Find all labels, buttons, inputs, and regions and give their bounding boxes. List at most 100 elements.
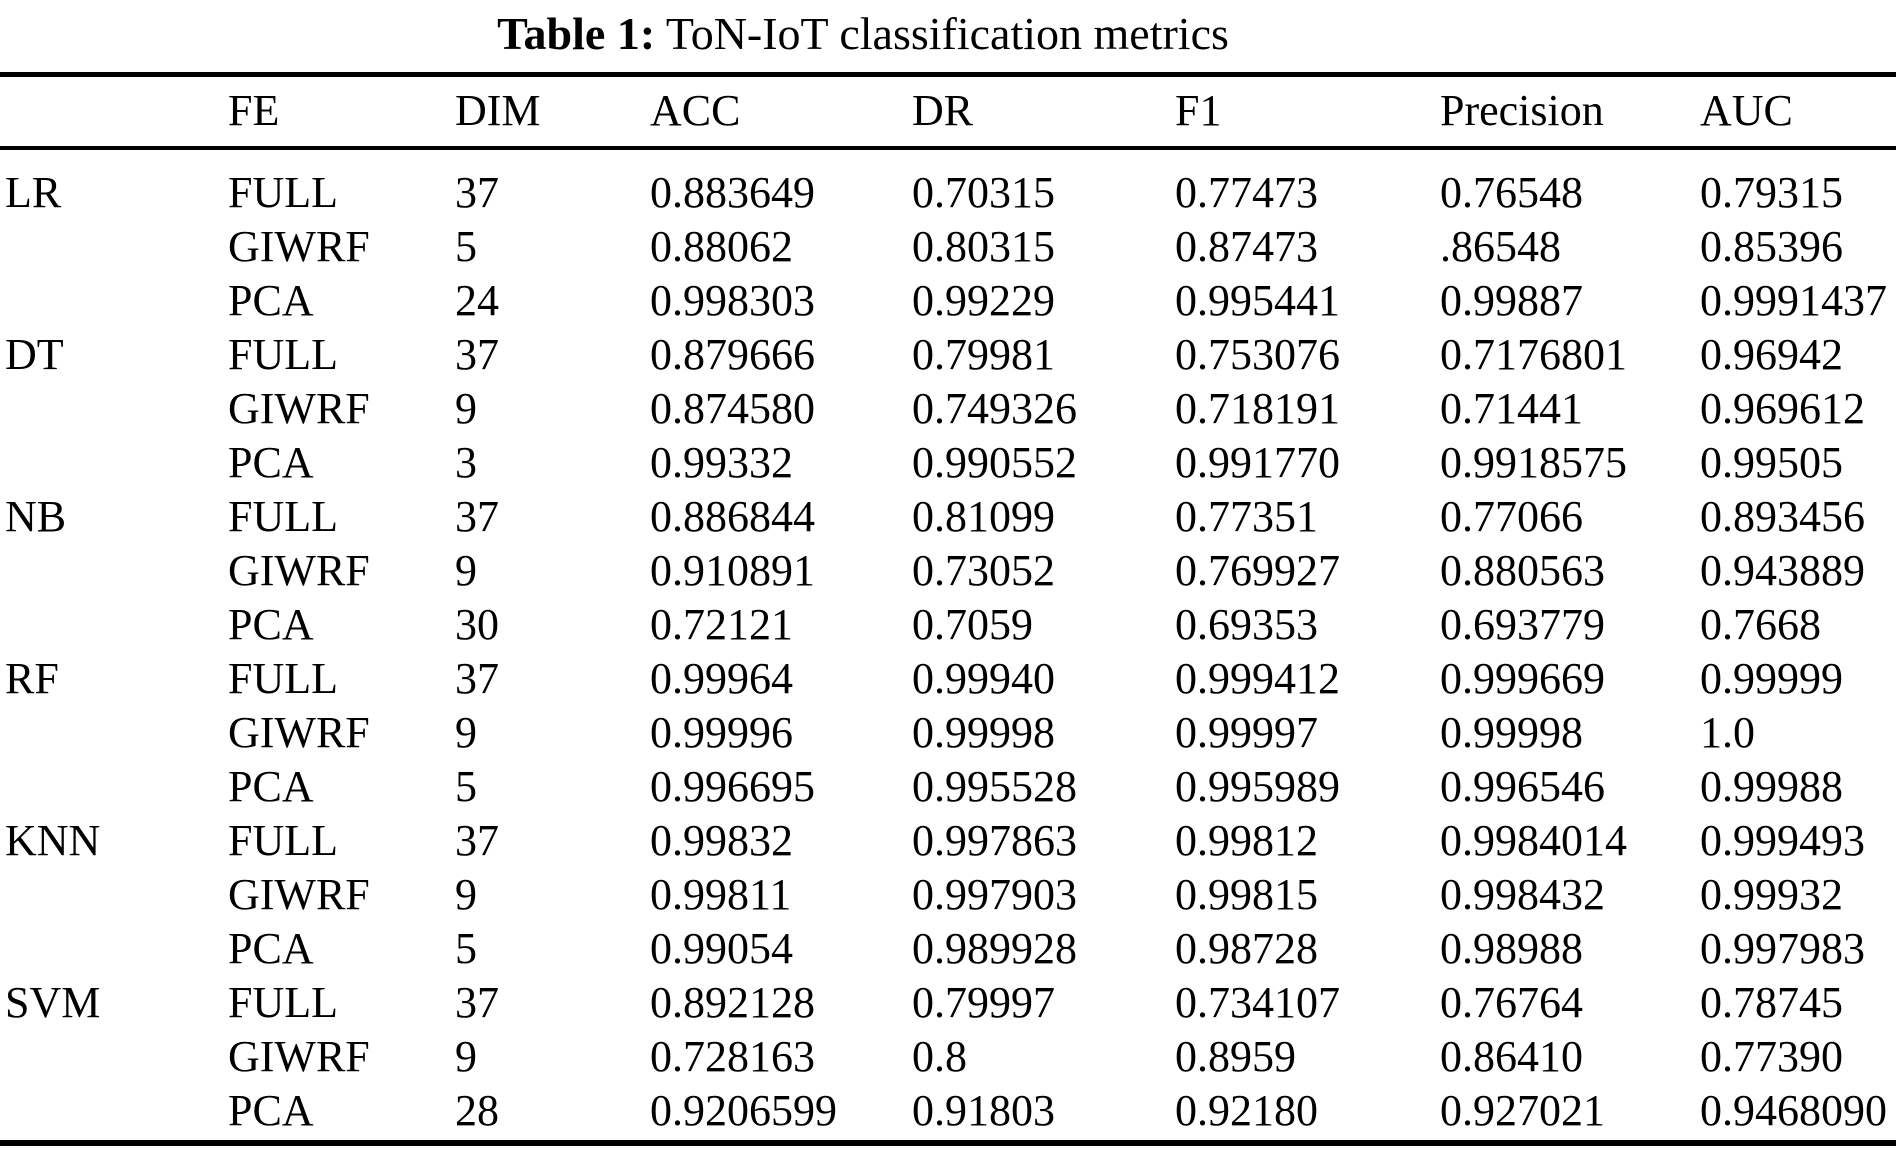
table-row: KNN FULL 37 0.99832 0.997863 0.99812 0.9984014… (0, 814, 1896, 868)
cell-auc: 0.78745 (1700, 978, 1843, 1027)
cell-dr: 0.995528 (912, 762, 1077, 811)
cell-dim: 5 (455, 222, 477, 271)
cell-auc: 0.99505 (1700, 438, 1843, 487)
cell-precision: 0.9918575 (1440, 438, 1627, 487)
cell-dim: 3 (455, 438, 477, 487)
cell-dim: 24 (455, 276, 499, 325)
cell-dr: 0.989928 (912, 924, 1077, 973)
table-row: PCA 3 0.99332 0.990552 0.991770 0.9918575 0.99… (0, 436, 1896, 490)
cell-precision: 0.99998 (1440, 708, 1583, 757)
cell-auc: 0.893456 (1700, 492, 1865, 541)
cell-dr: 0.79997 (912, 978, 1055, 1027)
cell-dr: 0.997903 (912, 870, 1077, 919)
table-caption: Table 1: ToN-IoT classification metrics (0, 8, 1726, 60)
cell-dr: 0.749326 (912, 384, 1077, 433)
row-group-label: SVM (5, 978, 101, 1027)
row-group-label: NB (5, 492, 67, 541)
cell-f1: 0.99815 (1175, 870, 1318, 919)
cell-fe: FULL (228, 492, 338, 541)
table-row: GIWRF 9 0.910891 0.73052 0.769927 0.880563 0.9… (0, 544, 1896, 598)
row-group-label: KNN (5, 816, 101, 865)
cell-f1: 0.718191 (1175, 384, 1340, 433)
cell-dim: 37 (455, 978, 499, 1027)
cell-fe: GIWRF (228, 546, 370, 595)
table-row: PCA 30 0.72121 0.7059 0.69353 0.693779 0.7668 (0, 598, 1896, 652)
cell-auc: 0.85396 (1700, 222, 1843, 271)
cell-f1: 0.995441 (1175, 276, 1340, 325)
cell-fe: PCA (228, 762, 314, 811)
row-group-label: RF (5, 654, 59, 703)
cell-fe: GIWRF (228, 384, 370, 433)
table-row: PCA 5 0.996695 0.995528 0.995989 0.996546 0.99… (0, 760, 1896, 814)
cell-f1: 0.995989 (1175, 762, 1340, 811)
cell-dim: 5 (455, 924, 477, 973)
cell-f1: 0.69353 (1175, 600, 1318, 649)
cell-fe: GIWRF (228, 870, 370, 919)
cell-acc: 0.99964 (650, 654, 793, 703)
cell-dr: 0.7059 (912, 600, 1033, 649)
table-caption-label: Table 1: (497, 8, 656, 59)
cell-f1: 0.991770 (1175, 438, 1340, 487)
table-row: GIWRF 9 0.99811 0.997903 0.99815 0.998432 0.99… (0, 868, 1896, 922)
cell-dr: 0.73052 (912, 546, 1055, 595)
row-group-label: DT (5, 330, 64, 379)
table-row: DT FULL 37 0.879666 0.79981 0.753076 0.7176801… (0, 328, 1896, 382)
cell-f1: 0.92180 (1175, 1086, 1318, 1135)
table-header-rule (0, 146, 1896, 150)
cell-precision: 0.996546 (1440, 762, 1605, 811)
cell-dim: 37 (455, 168, 499, 217)
cell-dr: 0.99998 (912, 708, 1055, 757)
cell-f1: 0.77351 (1175, 492, 1318, 541)
table-row: SVM FULL 37 0.892128 0.79997 0.734107 0.76764 0… (0, 976, 1896, 1030)
table-header-row: FE DIM ACC DR F1 Precision AUC (0, 76, 1896, 146)
cell-dr: 0.99940 (912, 654, 1055, 703)
cell-precision: 0.999669 (1440, 654, 1605, 703)
column-header-auc: AUC (1700, 86, 1793, 135)
cell-f1: 0.734107 (1175, 978, 1340, 1027)
cell-fe: GIWRF (228, 222, 370, 271)
cell-auc: 0.943889 (1700, 546, 1865, 595)
table-row: NB FULL 37 0.886844 0.81099 0.77351 0.77066 0.8… (0, 490, 1896, 544)
cell-f1: 0.769927 (1175, 546, 1340, 595)
cell-acc: 0.874580 (650, 384, 815, 433)
cell-dim: 9 (455, 708, 477, 757)
cell-dr: 0.997863 (912, 816, 1077, 865)
cell-dim: 37 (455, 816, 499, 865)
cell-precision: .86548 (1440, 222, 1561, 271)
cell-precision: 0.998432 (1440, 870, 1605, 919)
cell-acc: 0.728163 (650, 1032, 815, 1081)
cell-f1: 0.999412 (1175, 654, 1340, 703)
cell-dim: 9 (455, 1032, 477, 1081)
cell-f1: 0.99997 (1175, 708, 1318, 757)
cell-fe: PCA (228, 276, 314, 325)
cell-fe: FULL (228, 978, 338, 1027)
cell-f1: 0.87473 (1175, 222, 1318, 271)
column-header-f1: F1 (1175, 86, 1222, 135)
cell-auc: 0.7668 (1700, 600, 1821, 649)
cell-precision: 0.7176801 (1440, 330, 1627, 379)
cell-acc: 0.879666 (650, 330, 815, 379)
table-row: PCA 5 0.99054 0.989928 0.98728 0.98988 0.99798… (0, 922, 1896, 976)
cell-acc: 0.9206599 (650, 1086, 837, 1135)
cell-dr: 0.79981 (912, 330, 1055, 379)
cell-dim: 9 (455, 870, 477, 919)
cell-precision: 0.76764 (1440, 978, 1583, 1027)
cell-auc: 0.9468090 (1700, 1086, 1887, 1135)
cell-fe: GIWRF (228, 708, 370, 757)
column-header-precision: Precision (1440, 86, 1604, 135)
cell-dim: 9 (455, 546, 477, 595)
cell-dr: 0.81099 (912, 492, 1055, 541)
cell-dr: 0.70315 (912, 168, 1055, 217)
cell-f1: 0.99812 (1175, 816, 1318, 865)
cell-acc: 0.996695 (650, 762, 815, 811)
cell-f1: 0.753076 (1175, 330, 1340, 379)
cell-fe: PCA (228, 1086, 314, 1135)
cell-acc: 0.99054 (650, 924, 793, 973)
cell-auc: 0.969612 (1700, 384, 1865, 433)
cell-precision: 0.76548 (1440, 168, 1583, 217)
cell-acc: 0.892128 (650, 978, 815, 1027)
cell-acc: 0.99332 (650, 438, 793, 487)
cell-dim: 9 (455, 384, 477, 433)
table-row: PCA 28 0.9206599 0.91803 0.92180 0.927021 0.94… (0, 1084, 1896, 1138)
cell-auc: 0.99999 (1700, 654, 1843, 703)
